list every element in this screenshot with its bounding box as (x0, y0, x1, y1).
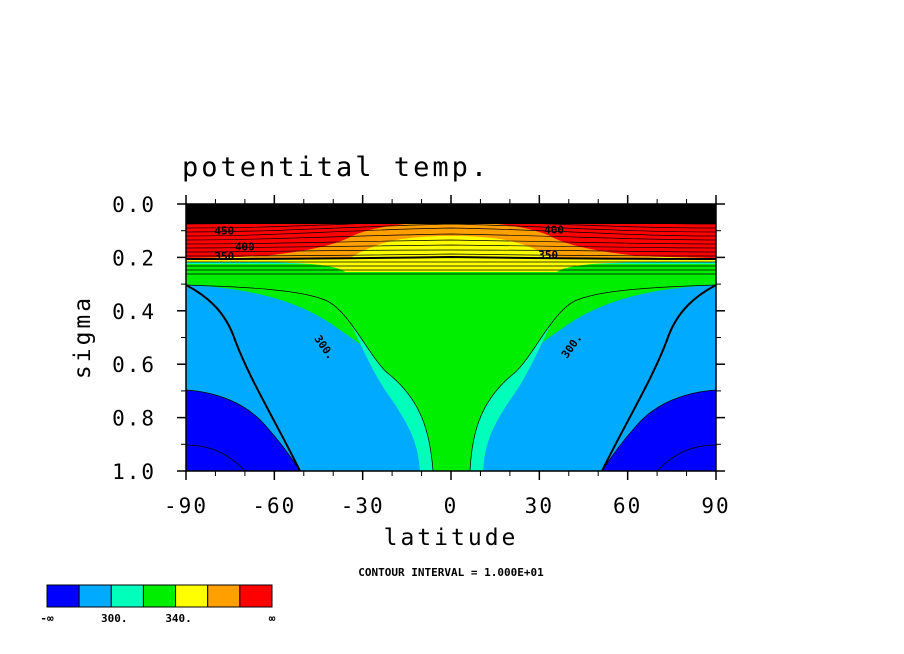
band-green-shoulders (186, 285, 716, 471)
minor-ticks (181, 199, 721, 476)
contour-line (186, 389, 301, 471)
contour-line (601, 389, 716, 471)
contour-line (186, 227, 716, 237)
band-yellow-dome (350, 236, 552, 258)
colorbar-swatch (78, 584, 112, 608)
x-tick-label: -60 (252, 494, 296, 518)
colorbar-labels: -∞ 300. 340. ∞ (40, 612, 275, 625)
colorbar-label: 300. (101, 612, 128, 625)
contour-line (186, 239, 716, 245)
contour-line (186, 217, 716, 225)
y-tick-label: 1.0 (112, 460, 156, 484)
contour-line (186, 444, 246, 471)
band-blue-left (186, 390, 300, 471)
x-tick-label: 90 (701, 494, 730, 518)
y-axis-label: sigma (70, 295, 96, 379)
x-tick-label: -30 (341, 494, 385, 518)
colorbar-swatch (239, 584, 273, 608)
y-tick-label: 0.6 (112, 353, 156, 377)
colorbar-label: 340. (165, 612, 192, 625)
contour-line-300 (186, 284, 301, 471)
contour-line (186, 253, 716, 257)
x-tick-label: 0 (444, 494, 459, 518)
chart-title: potentital temp. (182, 152, 490, 183)
contour-label: 450 (214, 225, 234, 238)
y-tick-label: 0.4 (112, 300, 156, 324)
y-tick-label: 0.2 (112, 246, 156, 270)
colorbar-label: -∞ (40, 612, 54, 625)
contour-line-350 (186, 255, 716, 260)
contour-line-300 (601, 284, 716, 471)
contour-label: 350 (214, 250, 234, 263)
contour-line (186, 223, 716, 233)
contour-lines (186, 210, 716, 471)
contour-line (469, 284, 716, 471)
contour-label: 350 (538, 249, 558, 262)
colorbar-swatch (142, 584, 177, 608)
colorbar-swatch (175, 584, 209, 608)
contour-interval-note: CONTOUR INTERVAL = 1.000E+01 (358, 566, 544, 579)
colorbar-swatch (110, 584, 144, 608)
contour-label: 400 (544, 223, 564, 236)
x-tick-label: -90 (164, 494, 208, 518)
contour-line (186, 249, 716, 253)
colorbar (46, 584, 273, 608)
contour-line (186, 211, 716, 215)
contour-line (186, 233, 716, 241)
x-tick-label: 30 (525, 494, 554, 518)
y-tick-label: 0.8 (112, 407, 156, 431)
x-tick-label: 60 (613, 494, 642, 518)
contour-line (186, 284, 434, 471)
x-axis-label: latitude (384, 525, 519, 551)
colorbar-swatch (207, 584, 241, 608)
x-axis-ticks: -90 -60 -30 0 30 60 90 (164, 195, 730, 518)
contour-label: 400 (235, 241, 255, 254)
band-green-strip (186, 272, 716, 285)
colorbar-swatch (46, 584, 80, 608)
contour-line (186, 220, 716, 229)
contour-line (186, 244, 716, 249)
contour-line (186, 213, 716, 218)
colorbar-label: ∞ (269, 612, 276, 625)
y-tick-label: 0.0 (112, 193, 156, 217)
contour-line (186, 215, 716, 221)
band-blue-right (602, 390, 716, 471)
contour-line (656, 444, 716, 471)
y-axis-ticks: 0.0 0.2 0.4 0.6 0.8 1.0 (112, 193, 725, 484)
